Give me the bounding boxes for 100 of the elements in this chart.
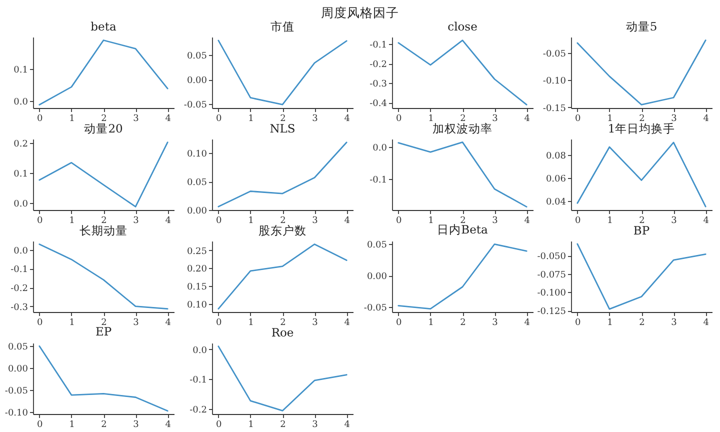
x-tick-label: 3 — [132, 114, 139, 124]
x-tick-label: 0 — [36, 216, 43, 226]
x-tick-label: 2 — [639, 216, 645, 226]
y-tick-label: 0.04 — [546, 197, 566, 208]
x-tick-label: 4 — [164, 318, 171, 328]
x-tick-label: 4 — [344, 420, 350, 430]
x-tick-label: 1 — [607, 114, 613, 124]
y-tick-label: -0.10 — [4, 408, 28, 418]
x-tick-label: 3 — [671, 114, 678, 124]
x-tick-label: 4 — [344, 114, 350, 124]
y-tick-label: -0.1 — [10, 264, 28, 275]
x-tick-label: 0 — [216, 216, 222, 226]
x-tick-label: 2 — [639, 318, 645, 328]
x-tick-label: 0 — [575, 114, 582, 124]
x-tick-label: 3 — [132, 318, 139, 328]
x-tick-label: 3 — [312, 216, 318, 226]
y-tick-label: 0.1 — [13, 64, 28, 75]
y-tick-label: 0.0 — [372, 143, 387, 154]
x-tick-label: 3 — [671, 318, 678, 328]
x-tick-label: 1 — [248, 420, 254, 430]
x-tick-label: 1 — [428, 216, 434, 226]
y-tick-label: 0.10 — [186, 300, 208, 310]
y-tick-label: -0.05 — [184, 100, 208, 110]
chart-title: 动量5 — [626, 19, 658, 34]
y-tick-label: -0.2 — [369, 60, 386, 70]
chart-title: 加权波动率 — [432, 121, 492, 136]
y-tick-label: 0.00 — [7, 364, 28, 374]
x-tick-label: 0 — [396, 216, 402, 226]
y-tick-label: -0.1 — [369, 174, 386, 185]
y-tick-label: 0.10 — [186, 149, 208, 160]
x-tick-label: 1 — [248, 318, 254, 328]
y-tick-label: 0.00 — [366, 272, 387, 282]
chart-title: 动量20 — [84, 121, 122, 136]
x-tick-label: 1 — [68, 420, 74, 430]
x-tick-label: 1 — [428, 114, 434, 124]
x-tick-label: 2 — [280, 318, 286, 328]
x-tick-label: 0 — [216, 318, 222, 328]
line-series — [38, 243, 168, 310]
chart-title: 市值 — [270, 19, 294, 34]
x-tick-label: 1 — [248, 114, 254, 124]
x-tick-label: 4 — [524, 318, 530, 328]
y-tick-label: -0.4 — [369, 98, 387, 109]
x-tick-label: 4 — [164, 114, 171, 124]
line-series — [38, 39, 168, 106]
y-tick-label: 0.2 — [13, 139, 28, 150]
chart-title: 股东户数 — [258, 223, 306, 238]
x-tick-label: 0 — [575, 318, 582, 328]
line-series — [218, 345, 348, 412]
x-tick-label: 2 — [460, 318, 466, 328]
x-tick-label: 2 — [280, 114, 286, 124]
line-series — [38, 141, 168, 208]
y-tick-label: 0.0 — [13, 97, 28, 108]
x-tick-label: 4 — [164, 216, 171, 226]
y-tick-label: -0.1 — [190, 375, 207, 386]
y-tick-label: 0.15 — [186, 282, 208, 292]
text: 周度风格因子 — [320, 5, 400, 21]
y-tick-label: 0.06 — [546, 174, 566, 184]
y-tick-label: 0.1 — [13, 169, 28, 180]
x-tick-label: 1 — [428, 318, 434, 328]
x-tick-label: 1 — [68, 216, 74, 226]
y-tick-label: -0.10 — [542, 76, 566, 86]
y-tick-label: -0.3 — [369, 79, 387, 90]
x-tick-label: 0 — [396, 318, 402, 328]
y-tick-label: -0.05 — [363, 303, 387, 314]
line-series — [218, 141, 348, 207]
y-tick-label: -0.2 — [10, 284, 28, 294]
x-tick-label: 2 — [280, 420, 286, 430]
y-tick-label: 0.25 — [186, 246, 208, 256]
line-series — [397, 141, 527, 208]
x-tick-label: 2 — [460, 114, 466, 124]
line-series — [576, 242, 706, 310]
chart-title: 长期动量 — [79, 223, 127, 238]
y-tick-label: -0.2 — [190, 405, 207, 416]
y-tick-label: 0.05 — [186, 51, 208, 62]
x-tick-label: 4 — [703, 318, 710, 328]
x-tick-label: 2 — [639, 114, 645, 124]
y-tick-label: 0.20 — [186, 264, 208, 274]
y-tick-label: 0.05 — [7, 342, 28, 352]
line-series — [397, 39, 527, 106]
x-tick-label: 3 — [312, 420, 318, 430]
x-tick-label: 0 — [36, 318, 43, 328]
y-tick-label: -0.05 — [4, 386, 28, 396]
x-tick-label: 1 — [248, 216, 254, 226]
x-tick-label: 4 — [344, 216, 350, 226]
x-tick-label: 4 — [703, 114, 710, 124]
x-tick-label: 1 — [607, 318, 613, 328]
x-tick-label: 3 — [492, 216, 498, 226]
y-tick-label: 0.0 — [13, 246, 28, 256]
y-tick-label: -0.3 — [10, 302, 28, 313]
x-tick-label: 1 — [68, 318, 74, 328]
line-series — [218, 39, 348, 105]
y-tick-label: -0.1 — [369, 40, 386, 50]
chart-title: BP — [633, 223, 650, 238]
chart-title: 1年日均换手 — [608, 121, 676, 136]
y-tick-label: -0.075 — [537, 270, 566, 280]
y-tick-label: -0.050 — [537, 252, 566, 262]
chart-title: Roe — [271, 325, 294, 340]
chart-title: beta — [90, 19, 116, 34]
x-tick-label: 4 — [524, 114, 530, 124]
y-tick-label: -0.15 — [542, 104, 566, 114]
